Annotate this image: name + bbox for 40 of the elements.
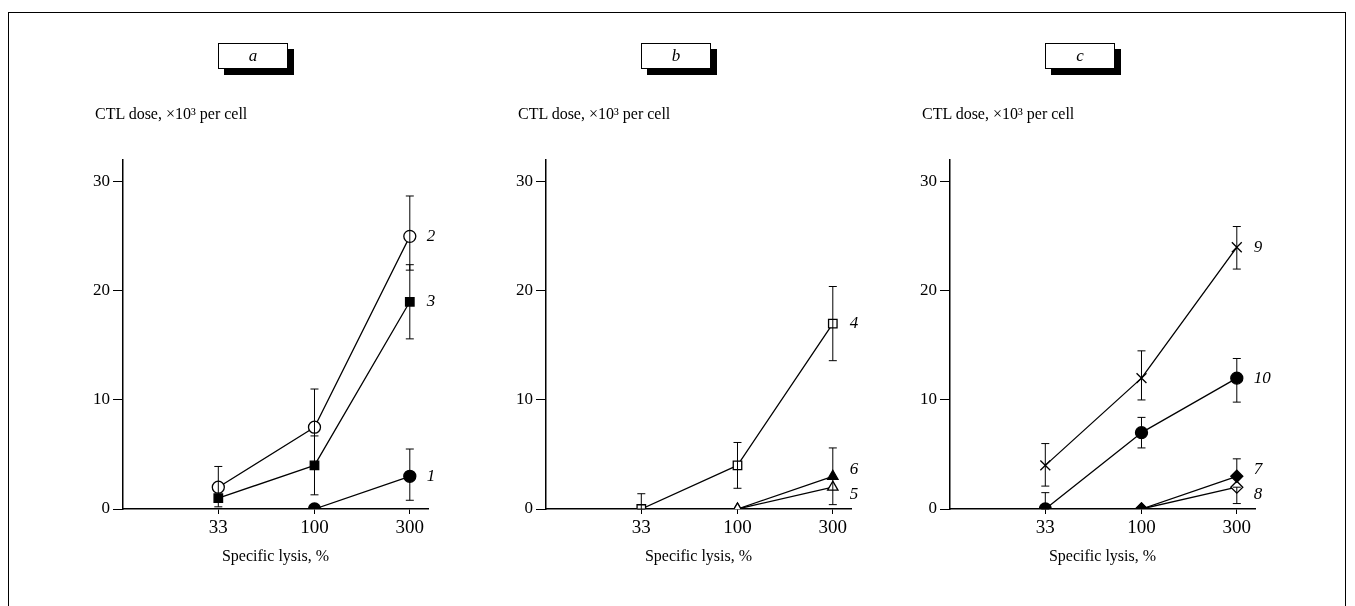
x-tick-label: 300 — [395, 516, 425, 538]
series-label: 7 — [1253, 458, 1264, 478]
y-tick-label: 20 — [516, 280, 533, 300]
x-tick-label: 33 — [631, 516, 651, 538]
x-tick-label: 100 — [723, 516, 752, 538]
x-tick-label: 100 — [300, 516, 329, 538]
chart-title: c — [1045, 43, 1115, 69]
series-label: 8 — [1253, 483, 1263, 503]
series-label: 3 — [425, 291, 436, 311]
series-label: 1 — [426, 465, 436, 485]
y-tick-label: 10 — [920, 389, 937, 409]
series-label: 2 — [426, 225, 436, 245]
x-tick-label: 300 — [818, 516, 848, 538]
y-tick-label: 10 — [93, 389, 110, 409]
series-label: 9 — [1253, 236, 1263, 256]
y-tick-label: 0 — [524, 498, 533, 518]
y-tick-label: 30 — [93, 171, 110, 191]
x-tick-label: 33 — [208, 516, 228, 538]
x-tick-label: 100 — [1127, 516, 1156, 538]
series-label: 6 — [849, 458, 859, 478]
x-axis-title: Specific lysis, % — [221, 546, 330, 565]
series-label: 5 — [849, 483, 859, 503]
y-tick-label: 10 — [516, 389, 533, 409]
y-axis-title: CTL dose, ×10³ per cell — [95, 105, 248, 123]
series-label: 4 — [849, 313, 859, 333]
y-tick-label: 20 — [93, 280, 110, 300]
x-axis-title: Specific lysis, % — [1048, 546, 1157, 565]
series-label: 10 — [1253, 367, 1272, 387]
chart-title: a — [218, 43, 288, 69]
y-tick-label: 30 — [516, 171, 533, 191]
y-axis-title: CTL dose, ×10³ per cell — [518, 105, 671, 123]
y-tick-label: 20 — [920, 280, 937, 300]
x-tick-label: 300 — [1222, 516, 1252, 538]
x-tick-label: 33 — [1035, 516, 1055, 538]
x-axis-title: Specific lysis, % — [644, 546, 753, 565]
chart-title: b — [641, 43, 711, 69]
y-tick-label: 0 — [928, 498, 937, 518]
y-tick-label: 30 — [920, 171, 937, 191]
y-tick-label: 0 — [101, 498, 110, 518]
y-axis-title: CTL dose, ×10³ per cell — [922, 105, 1075, 123]
